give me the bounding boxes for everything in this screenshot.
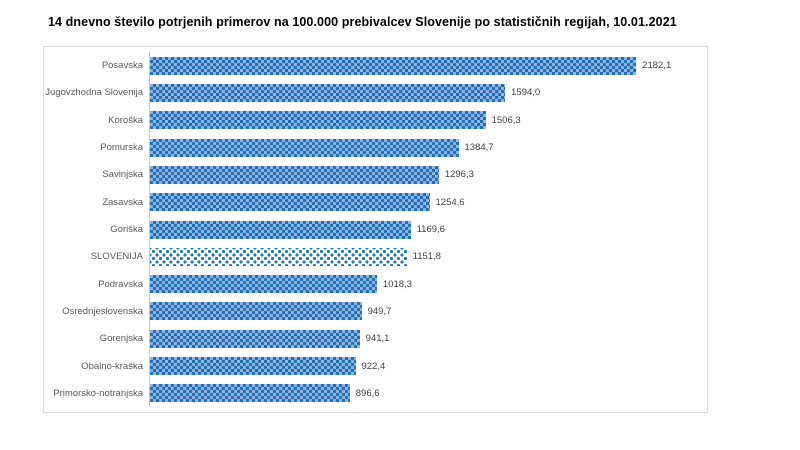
bar-primorsko-notranjska[interactable] bbox=[150, 384, 350, 403]
value-label: 941,1 bbox=[365, 333, 390, 345]
category-label: Primorsko-notranjska bbox=[53, 387, 143, 399]
value-label: 1151,8 bbox=[412, 251, 441, 263]
chart-title: 14 dnevno število potrjenih primerov na … bbox=[48, 15, 677, 29]
bar-area: 1506,3 bbox=[149, 106, 707, 134]
chart-row: Obalno-kraška 922,4 bbox=[44, 352, 707, 380]
category-label: Obalno-kraška bbox=[81, 360, 143, 372]
category-label: SLOVENIJA bbox=[90, 251, 143, 263]
chart-rows: Posavska 2182,1 Jugovzhodna Slovenija 15… bbox=[44, 47, 707, 412]
category-label: Gorenjska bbox=[99, 333, 143, 345]
chart-row: Pomurska 1384,7 bbox=[44, 133, 707, 162]
category-label: Jugovzhodna Slovenija bbox=[45, 87, 143, 99]
category-label: Goriška bbox=[110, 224, 143, 236]
bar-podravska[interactable] bbox=[150, 275, 377, 294]
bar-area: 1151,8 bbox=[149, 243, 707, 271]
value-label: 922,4 bbox=[361, 360, 386, 372]
value-label: 2182,1 bbox=[642, 60, 672, 72]
value-label: 1296,3 bbox=[444, 169, 474, 181]
value-label: 1506,3 bbox=[491, 114, 521, 126]
category-label: Posavska bbox=[101, 60, 143, 72]
chart-row: Gorenjska 941,1 bbox=[44, 325, 707, 353]
bar-area: 1169,6 bbox=[149, 215, 707, 244]
value-label: 949,7 bbox=[367, 305, 392, 317]
bar-area: 949,7 bbox=[149, 297, 707, 326]
chart-row: Jugovzhodna Slovenija 1594,0 bbox=[44, 79, 707, 107]
chart-row: SLOVENIJA 1151,8 bbox=[44, 243, 707, 271]
bar-area: 1018,3 bbox=[149, 270, 707, 298]
chart-row: Zasavska 1254,6 bbox=[44, 188, 707, 216]
category-label: Podravska bbox=[98, 278, 143, 290]
plot-area: Posavska 2182,1 Jugovzhodna Slovenija 15… bbox=[43, 46, 708, 413]
bar-area: 2182,1 bbox=[149, 52, 707, 80]
chart-row: Osrednjeslovenska 949,7 bbox=[44, 297, 707, 326]
value-label: 1384,7 bbox=[464, 142, 494, 154]
bar-jugovzhodna-slovenija[interactable] bbox=[150, 83, 506, 102]
bar-savinjska[interactable] bbox=[150, 165, 439, 184]
bar-area: 922,4 bbox=[149, 352, 707, 380]
bar-area: 1254,6 bbox=[149, 188, 707, 216]
chart-row: Savinjska 1296,3 bbox=[44, 161, 707, 189]
bar-pomurska[interactable] bbox=[150, 138, 459, 157]
bar-area: 941,1 bbox=[149, 325, 707, 353]
category-label: Pomurska bbox=[100, 142, 143, 154]
bar-area: 1296,3 bbox=[149, 161, 707, 189]
category-label: Osrednjeslovenska bbox=[62, 305, 143, 317]
bar-obalno-kraška[interactable] bbox=[150, 357, 356, 376]
chart-row: Goriška 1169,6 bbox=[44, 215, 707, 244]
category-label: Koroška bbox=[108, 114, 143, 126]
value-label: 1169,6 bbox=[416, 224, 445, 236]
chart-row: Primorsko-notranjska 896,6 bbox=[44, 379, 707, 408]
value-label: 1018,3 bbox=[382, 278, 412, 290]
category-label: Zasavska bbox=[102, 196, 143, 208]
value-label: 1254,6 bbox=[435, 196, 465, 208]
value-label: 896,6 bbox=[355, 387, 380, 399]
chart-row: Koroška 1506,3 bbox=[44, 106, 707, 134]
bar-area: 896,6 bbox=[149, 379, 707, 408]
bar-goriška[interactable] bbox=[150, 220, 411, 239]
bar-area: 1384,7 bbox=[149, 133, 707, 162]
bar-zasavska[interactable] bbox=[150, 193, 430, 212]
bar-posavska[interactable] bbox=[150, 56, 637, 75]
chart-row: Podravska 1018,3 bbox=[44, 270, 707, 298]
bar-slovenija[interactable] bbox=[150, 247, 407, 266]
category-label: Savinjska bbox=[102, 169, 143, 181]
bar-gorenjska[interactable] bbox=[150, 329, 360, 348]
bar-area: 1594,0 bbox=[149, 79, 707, 107]
bar-osrednjeslovenska[interactable] bbox=[150, 302, 362, 321]
chart-row: Posavska 2182,1 bbox=[44, 52, 707, 80]
value-label: 1594,0 bbox=[511, 87, 541, 99]
bar-koroška[interactable] bbox=[150, 111, 486, 130]
